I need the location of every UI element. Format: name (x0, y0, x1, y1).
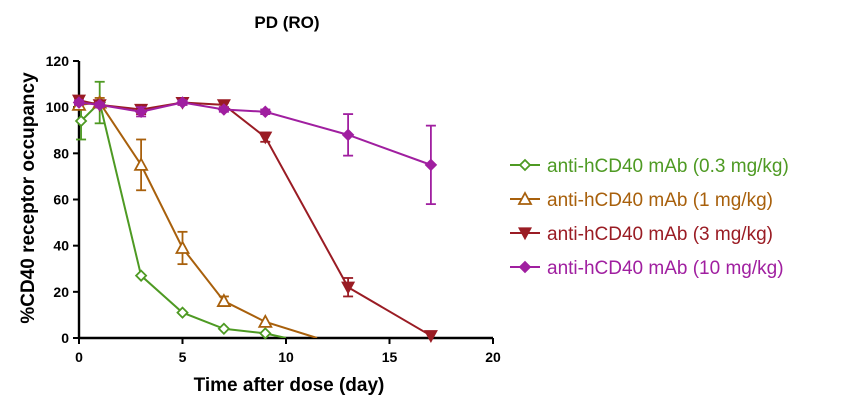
series-4 (72, 96, 438, 206)
data-point (217, 103, 231, 116)
data-point (216, 293, 232, 307)
legend-marker (518, 260, 532, 274)
data-point (259, 327, 272, 340)
series-line (79, 99, 432, 337)
legend-marker (517, 227, 533, 241)
data-point (176, 306, 189, 319)
data-point (217, 322, 231, 336)
x-tick-label: 5 (179, 349, 187, 365)
data-point (134, 269, 148, 282)
data-point (133, 156, 149, 171)
data-point (72, 96, 86, 109)
x-axis-title: Time after dose (day) (194, 375, 385, 396)
legend-marker (517, 191, 533, 205)
data-point (258, 131, 273, 145)
x-tick-label: 15 (382, 349, 398, 365)
y-tick-label: 60 (53, 192, 69, 208)
y-tick-label: 0 (61, 330, 69, 346)
legend-item-1: anti-hCD40 mAb (0.3 mg/kg) (510, 156, 789, 177)
data-point (134, 105, 148, 119)
data-point (423, 330, 438, 343)
data-point (341, 281, 356, 295)
legend-marker (518, 158, 532, 172)
legend-item-2: anti-hCD40 mAb (1 mg/kg) (510, 190, 773, 211)
legend: anti-hCD40 mAb (0.3 mg/kg) anti-hCD40 mAb… (510, 156, 789, 279)
series-2 (71, 94, 318, 338)
data-point (259, 105, 272, 119)
data-point (176, 96, 189, 109)
legend-label: anti-hCD40 mAb (1 mg/kg) (547, 190, 773, 211)
data-point (93, 98, 106, 112)
y-tick-label: 80 (53, 145, 69, 161)
legend-label: anti-hCD40 mAb (3 mg/kg) (547, 224, 773, 245)
series-line (79, 101, 432, 166)
data-point (341, 128, 355, 142)
legend-item-3: anti-hCD40 mAb (3 mg/kg) (510, 224, 773, 245)
data-point (74, 114, 88, 128)
x-tick-label: 20 (485, 349, 501, 365)
series-1 (74, 80, 287, 340)
plot-area (71, 80, 438, 343)
series-line (80, 100, 287, 338)
data-point (257, 313, 273, 328)
y-tick-label: 40 (53, 238, 69, 254)
legend-label: anti-hCD40 mAb (0.3 mg/kg) (547, 156, 789, 177)
chart-title: PD (RO) (254, 13, 319, 32)
x-tick-label: 0 (75, 349, 83, 365)
data-point (424, 158, 438, 172)
y-tick-label: 120 (46, 53, 70, 69)
legend-label: anti-hCD40 mAb (10 mg/kg) (547, 258, 784, 279)
y-tick-label: 100 (46, 99, 70, 115)
legend-item-4: anti-hCD40 mAb (10 mg/kg) (510, 258, 784, 279)
series-line (79, 101, 318, 338)
y-tick-label: 20 (53, 284, 69, 300)
data-point (174, 240, 191, 254)
y-axis-title: %CD40 receptor occupancy (18, 72, 39, 324)
x-tick-label: 10 (278, 349, 294, 365)
axes: 0 5 10 15 20 0 20 40 60 80 100 120 (46, 53, 501, 365)
